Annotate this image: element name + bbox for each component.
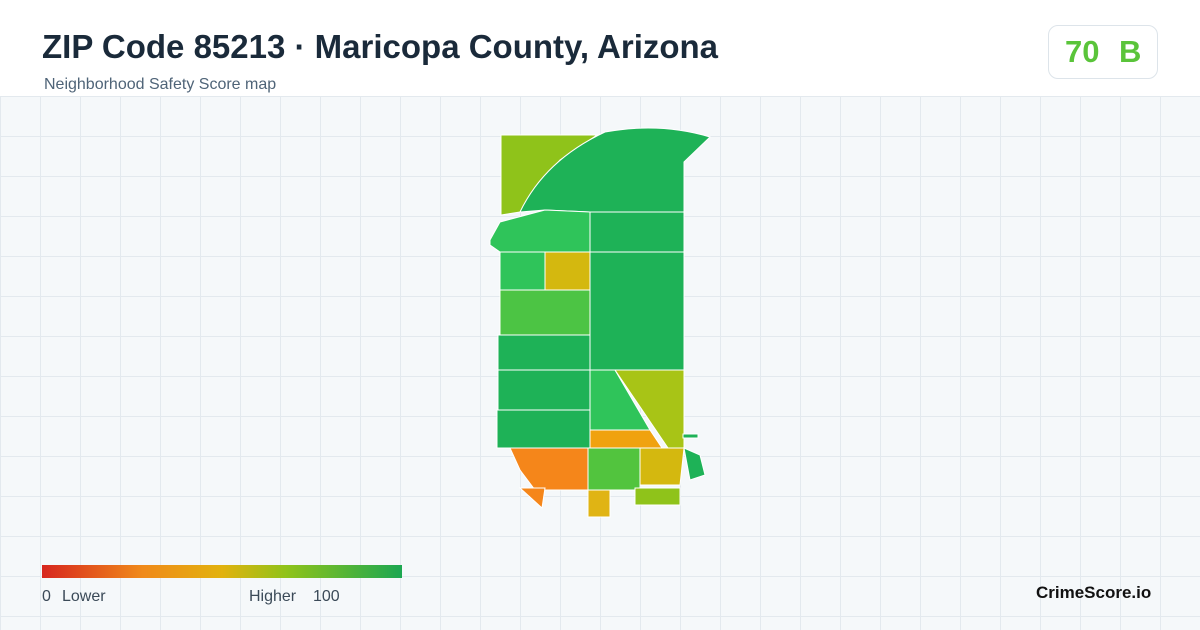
region xyxy=(519,127,711,213)
region xyxy=(499,251,546,291)
region xyxy=(639,447,685,486)
legend-gradient xyxy=(42,565,402,578)
region xyxy=(518,487,546,509)
region xyxy=(497,334,591,371)
region xyxy=(489,209,591,253)
region xyxy=(589,251,685,371)
legend-min: 0 xyxy=(42,588,51,605)
score-grade: B xyxy=(1119,34,1142,69)
region xyxy=(682,433,699,439)
legend-max-label: Higher xyxy=(249,588,297,605)
title: ZIP Code 85213 · Maricopa County, Arizon… xyxy=(42,28,719,65)
region xyxy=(497,369,591,411)
subtitle: Neighborhood Safety Score map xyxy=(44,76,277,93)
score-value: 70 xyxy=(1065,34,1100,69)
header: ZIP Code 85213 · Maricopa County, Arizon… xyxy=(0,0,1200,97)
legend-min-label: Lower xyxy=(62,588,106,605)
region xyxy=(589,211,685,253)
region xyxy=(683,447,706,481)
score-badge: 70 B xyxy=(1048,25,1158,79)
brand: CrimeScore.io xyxy=(1036,583,1152,602)
legend-max: 100 xyxy=(313,588,340,605)
region xyxy=(499,289,591,336)
region xyxy=(496,409,591,449)
region xyxy=(544,251,591,291)
region xyxy=(509,447,589,491)
region xyxy=(589,429,663,449)
region xyxy=(587,489,611,518)
region xyxy=(587,447,641,491)
region xyxy=(634,487,681,506)
